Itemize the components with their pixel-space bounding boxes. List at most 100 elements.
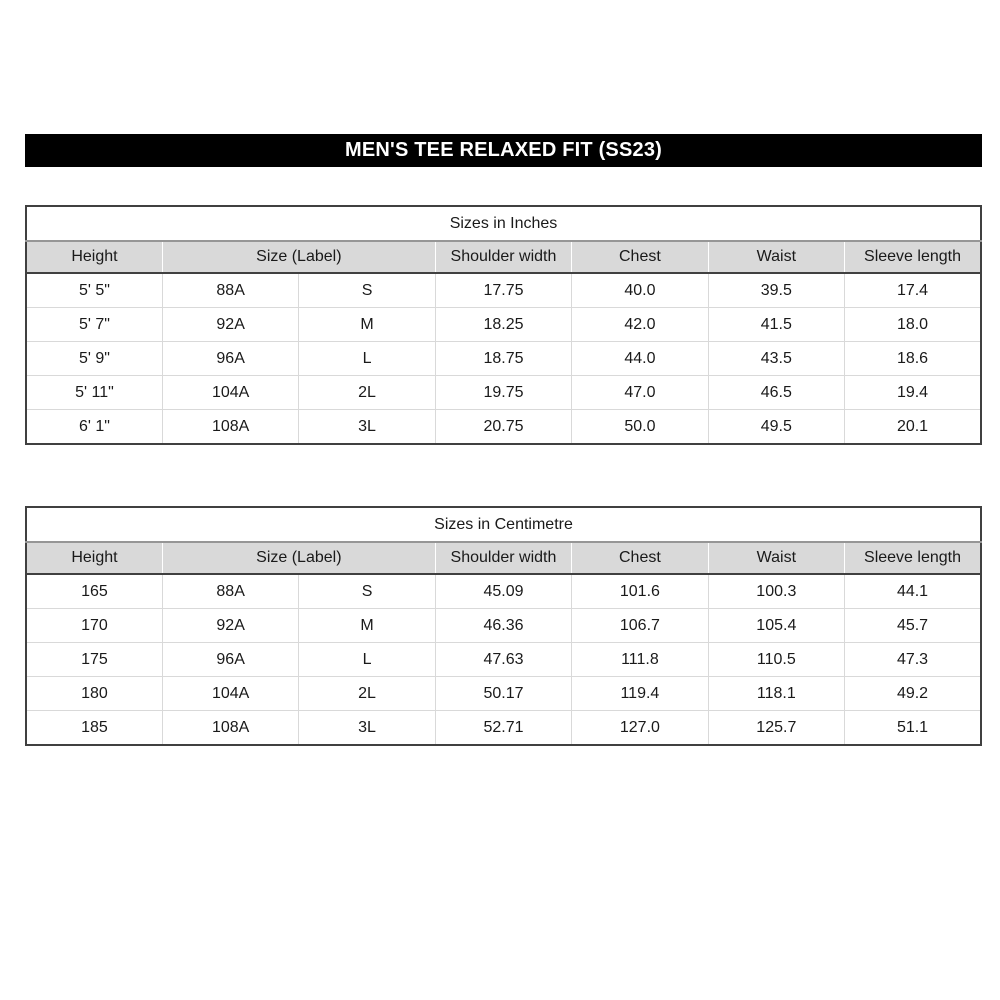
- sizes-in-inches-table: Sizes in Inches Height Size (Label) Should…: [25, 205, 982, 445]
- column-header: Size (Label): [161, 241, 436, 274]
- table-cell: 17.75: [434, 273, 572, 308]
- column-header: Waist: [707, 241, 845, 274]
- table-cell: 92A: [161, 307, 299, 342]
- table-cell: 20.75: [434, 409, 572, 444]
- table-cell: L: [298, 642, 436, 677]
- table-cell: 45.7: [844, 608, 981, 643]
- table-cell: 92A: [161, 608, 299, 643]
- table-row: 5' 11" 104A 2L 19.75 47.0 46.5 19.4: [26, 375, 981, 410]
- table-cell: 42.0: [571, 307, 709, 342]
- column-header: Sleeve length: [844, 542, 981, 575]
- table-cell: 18.6: [844, 341, 981, 376]
- sizes-in-centimetre-section: Sizes in Centimetre Height Size (Label) Sh…: [25, 506, 982, 746]
- table-cell: 180: [26, 676, 163, 711]
- table-cell: 45.09: [434, 574, 572, 609]
- table-title: Sizes in Centimetre: [26, 507, 981, 543]
- table-cell: 5' 11": [26, 375, 163, 410]
- table-row: 5' 5" 88A S 17.75 40.0 39.5 17.4: [26, 273, 981, 308]
- table-cell: 47.0: [571, 375, 709, 410]
- table-cell: L: [298, 341, 436, 376]
- table-cell: 5' 9": [26, 341, 163, 376]
- table-cell: 20.1: [844, 409, 981, 444]
- table-title-row: Sizes in Centimetre: [26, 507, 981, 543]
- sizes-in-inches-section: Sizes in Inches Height Size (Label) Should…: [25, 205, 982, 445]
- table-cell: 110.5: [707, 642, 845, 677]
- table-cell: 88A: [161, 273, 299, 308]
- table-row: 170 92A M 46.36 106.7 105.4 45.7: [26, 608, 981, 643]
- table-cell: 40.0: [571, 273, 709, 308]
- table-cell: 49.2: [844, 676, 981, 711]
- table-cell: 18.0: [844, 307, 981, 342]
- table-cell: 104A: [161, 375, 299, 410]
- table-cell: 18.75: [434, 341, 572, 376]
- table-cell: 101.6: [571, 574, 709, 609]
- table-cell: 47.3: [844, 642, 981, 677]
- column-header: Shoulder width: [434, 241, 572, 274]
- column-header: Height: [26, 241, 163, 274]
- table-cell: 51.1: [844, 710, 981, 745]
- table-cell: 108A: [161, 710, 299, 745]
- table-cell: 118.1: [707, 676, 845, 711]
- table-cell: 5' 7": [26, 307, 163, 342]
- table-cell: 41.5: [707, 307, 845, 342]
- table-cell: 18.25: [434, 307, 572, 342]
- column-header: Height: [26, 542, 163, 575]
- table-cell: 5' 5": [26, 273, 163, 308]
- table-cell: 104A: [161, 676, 299, 711]
- table-cell: 96A: [161, 642, 299, 677]
- table-cell: 50.0: [571, 409, 709, 444]
- table-cell: M: [298, 307, 436, 342]
- table-row: 5' 9" 96A L 18.75 44.0 43.5 18.6: [26, 341, 981, 376]
- table-title-row: Sizes in Inches: [26, 206, 981, 242]
- table-cell: 96A: [161, 341, 299, 376]
- table-row: 180 104A 2L 50.17 119.4 118.1 49.2: [26, 676, 981, 711]
- table-header-row: Height Size (Label) Shoulder width Chest Wai…: [26, 241, 981, 274]
- table-cell: 111.8: [571, 642, 709, 677]
- column-header: Sleeve length: [844, 241, 981, 274]
- table-cell: 44.0: [571, 341, 709, 376]
- table-cell: 125.7: [707, 710, 845, 745]
- table-cell: 46.36: [434, 608, 572, 643]
- table-cell: 175: [26, 642, 163, 677]
- table-body: 5' 5" 88A S 17.75 40.0 39.5 17.4 5' 7" 92A M 18.25…: [26, 273, 981, 444]
- table-cell: 88A: [161, 574, 299, 609]
- column-header: Chest: [571, 241, 709, 274]
- table-cell: 3L: [298, 710, 436, 745]
- table-body: 165 88A S 45.09 101.6 100.3 44.1 170 92A M 46.36 10…: [26, 574, 981, 745]
- table-cell: 2L: [298, 676, 436, 711]
- table-cell: 119.4: [571, 676, 709, 711]
- table-row: 5' 7" 92A M 18.25 42.0 41.5 18.0: [26, 307, 981, 342]
- table-cell: 19.75: [434, 375, 572, 410]
- table-row: 175 96A L 47.63 111.8 110.5 47.3: [26, 642, 981, 677]
- table-row: 185 108A 3L 52.71 127.0 125.7 51.1: [26, 710, 981, 745]
- table-cell: 19.4: [844, 375, 981, 410]
- table-cell: 44.1: [844, 574, 981, 609]
- table-cell: 6' 1": [26, 409, 163, 444]
- table-cell: 46.5: [707, 375, 845, 410]
- table-cell: 100.3: [707, 574, 845, 609]
- table-cell: 185: [26, 710, 163, 745]
- table-cell: S: [298, 273, 436, 308]
- table-cell: 3L: [298, 409, 436, 444]
- table-title: Sizes in Inches: [26, 206, 981, 242]
- column-header: Chest: [571, 542, 709, 575]
- table-header-row: Height Size (Label) Shoulder width Chest Wai…: [26, 542, 981, 575]
- table-cell: 47.63: [434, 642, 572, 677]
- table-row: 6' 1" 108A 3L 20.75 50.0 49.5 20.1: [26, 409, 981, 444]
- table-cell: 108A: [161, 409, 299, 444]
- table-cell: 39.5: [707, 273, 845, 308]
- sizes-in-centimetre-table: Sizes in Centimetre Height Size (Label) Sh…: [25, 506, 982, 746]
- table-cell: M: [298, 608, 436, 643]
- table-cell: 17.4: [844, 273, 981, 308]
- table-cell: 2L: [298, 375, 436, 410]
- column-header: Size (Label): [161, 542, 436, 575]
- table-cell: 43.5: [707, 341, 845, 376]
- table-cell: 49.5: [707, 409, 845, 444]
- table-cell: 50.17: [434, 676, 572, 711]
- table-cell: 170: [26, 608, 163, 643]
- page-title: MEN'S TEE RELAXED FIT (SS23): [344, 139, 663, 161]
- title-banner: MEN'S TEE RELAXED FIT (SS23): [25, 134, 982, 167]
- column-header: Shoulder width: [434, 542, 572, 575]
- table-row: 165 88A S 45.09 101.6 100.3 44.1: [26, 574, 981, 609]
